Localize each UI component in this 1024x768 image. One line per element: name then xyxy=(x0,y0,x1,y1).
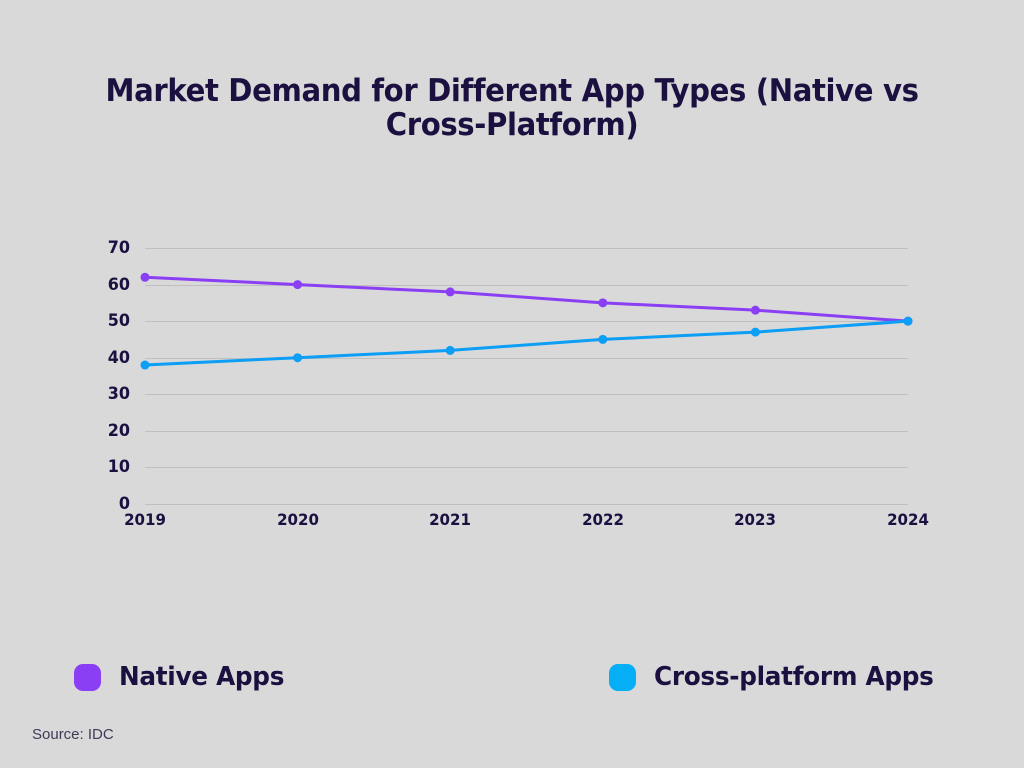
y-axis-tick-label: 70 xyxy=(107,238,130,258)
y-axis-tick-label: 60 xyxy=(107,274,130,295)
series-layer xyxy=(140,272,913,370)
x-axis-tick-label: 2020 xyxy=(276,510,319,529)
gridline xyxy=(145,357,908,359)
legend-swatch-icon xyxy=(609,663,636,691)
legend-item-native-apps[interactable]: Native Apps xyxy=(74,655,293,699)
data-point-marker[interactable] xyxy=(445,345,455,355)
x-axis-tick-label: 2024 xyxy=(887,510,929,529)
x-axis-tick-label: 2021 xyxy=(429,510,472,529)
page-title: Market Demand for Different App Types (N… xyxy=(105,73,919,143)
series-line xyxy=(145,277,908,321)
gridline xyxy=(145,321,908,323)
gridline xyxy=(145,504,908,505)
data-point-marker[interactable] xyxy=(598,334,608,344)
x-axis-tick-label: 2019 xyxy=(124,510,166,529)
data-point-marker[interactable] xyxy=(140,272,150,282)
data-point-marker[interactable] xyxy=(140,360,150,370)
data-point-marker[interactable] xyxy=(598,298,608,308)
y-axis-tick-label: 30 xyxy=(107,384,130,405)
chart-legend: Native Apps Cross-platform Apps xyxy=(0,655,1024,699)
x-axis-tick-label: 2022 xyxy=(581,510,624,529)
plot-area xyxy=(145,248,908,505)
data-point-marker[interactable] xyxy=(293,280,303,290)
gridline xyxy=(145,248,908,249)
data-point-marker[interactable] xyxy=(445,287,455,297)
series-line xyxy=(145,321,908,365)
gridline xyxy=(145,430,908,432)
data-point-marker[interactable] xyxy=(293,353,303,363)
legend-label: Cross-platform Apps xyxy=(654,662,934,692)
x-axis: 2019 2020 2021 2022 2023 2024 xyxy=(124,510,929,536)
y-axis-tick-label: 10 xyxy=(107,457,130,478)
y-axis-tick-label: 20 xyxy=(107,420,130,441)
gridline xyxy=(145,394,908,396)
y-axis-tick-label: 50 xyxy=(107,311,130,332)
gridline xyxy=(145,467,908,469)
legend-label: Native Apps xyxy=(119,662,285,692)
y-axis-tick-label: 0 xyxy=(118,494,130,514)
source-note: Source: IDC xyxy=(32,726,114,743)
data-point-marker[interactable] xyxy=(750,305,760,315)
legend-swatch-icon xyxy=(74,663,101,691)
x-axis-tick-label: 2023 xyxy=(734,510,777,529)
gridline xyxy=(145,284,908,286)
data-point-marker[interactable] xyxy=(750,327,760,337)
y-axis-tick-label: 40 xyxy=(107,347,130,368)
data-point-marker[interactable] xyxy=(903,316,913,326)
legend-item-cross-platform-apps[interactable]: Cross-platform Apps xyxy=(609,655,948,699)
y-axis: 0 10 20 30 40 50 60 70 xyxy=(0,238,130,514)
